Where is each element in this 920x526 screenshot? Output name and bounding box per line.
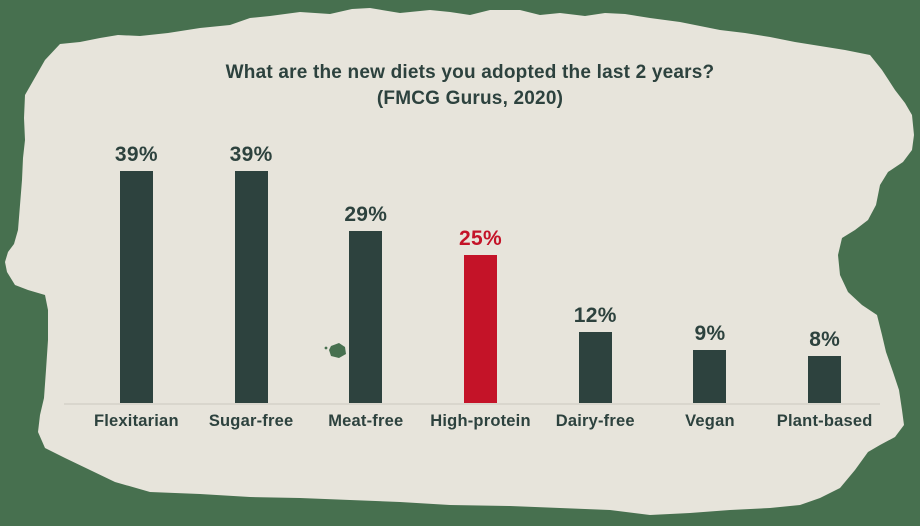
bar-group-meat-free: 29% [308,0,423,404]
x-axis-line [64,403,880,405]
chart-title: What are the new diets you adopted the l… [225,62,715,83]
chart-subtitle: (FMCG Gurus, 2020) [376,88,564,110]
bar-group-sugar-free: 39% [194,0,309,404]
category-label-sugar-free: Sugar-free [208,412,294,430]
category-label-dairy-free: Dairy-free [555,412,635,430]
bar-group-flexitarian: 39% [79,0,194,404]
bar-sugar-free [234,171,268,404]
category-label-meat-free: Meat-free [328,412,404,430]
bar-meat-free [349,231,383,404]
bar-flexitarian [119,171,153,404]
category-label-vegan: Vegan [685,412,735,430]
bar-value-label-highlighted: 25% [459,227,502,250]
bar-value-label: 39% [114,143,158,166]
bar-plant-based [808,356,842,404]
bar-dairy-free [578,332,612,404]
bar-value-label: 9% [694,322,726,345]
brush-speck [329,343,346,358]
bar-high-protein [464,255,498,404]
bar-value-label: 29% [344,203,388,226]
category-label-plant-based: Plant-based [776,412,873,430]
bar-value-label: 39% [229,143,273,166]
chart-title-block: What are the new diets you adopted the l… [90,60,850,112]
bar-group-high-protein: 25% [423,0,538,404]
plot-area: 39% 39% 29% 25% 12% 9% [79,0,882,404]
category-labels: Flexitarian Sugar-free Meat-free High-pr… [79,412,882,431]
bar-value-label: 8% [809,328,841,351]
bar-vegan [693,350,727,404]
category-label-flexitarian: Flexitarian [93,412,179,430]
bar-group-plant-based: 8% [767,0,882,404]
category-label-high-protein: High-protein [430,412,531,430]
bar-group-vegan: 9% [653,0,768,404]
bar-value-label: 12% [573,304,617,327]
bar-group-dairy-free: 12% [538,0,653,404]
